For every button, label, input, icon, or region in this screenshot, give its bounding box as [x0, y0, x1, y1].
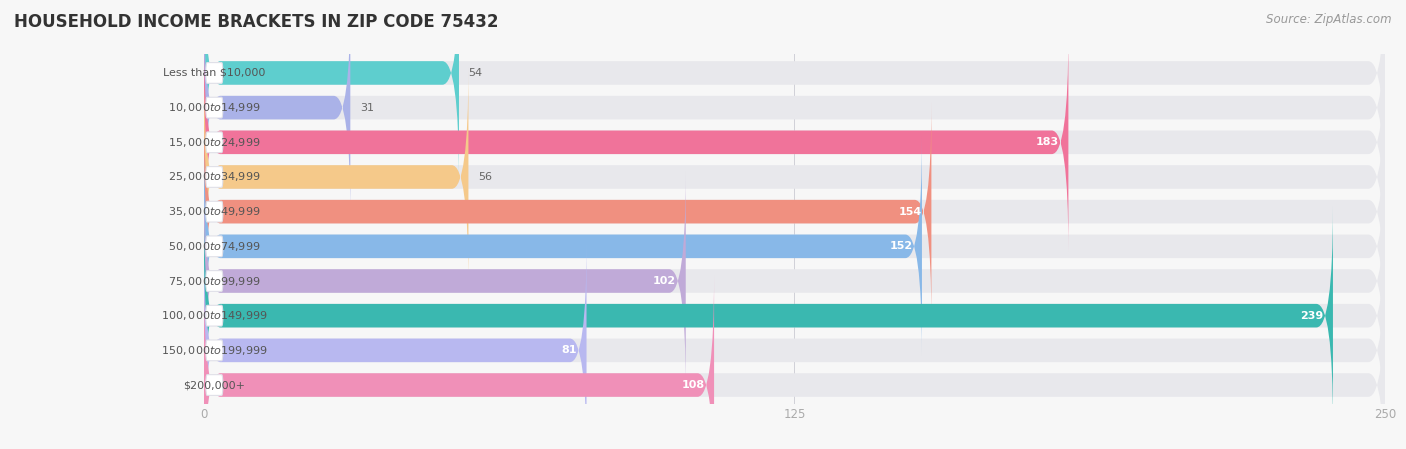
FancyBboxPatch shape: [204, 206, 1385, 425]
FancyBboxPatch shape: [204, 172, 1385, 391]
FancyBboxPatch shape: [204, 0, 1385, 217]
FancyBboxPatch shape: [204, 275, 714, 449]
FancyBboxPatch shape: [204, 102, 931, 321]
Text: HOUSEHOLD INCOME BRACKETS IN ZIP CODE 75432: HOUSEHOLD INCOME BRACKETS IN ZIP CODE 75…: [14, 13, 499, 31]
FancyBboxPatch shape: [204, 33, 1069, 252]
Text: $100,000 to $149,999: $100,000 to $149,999: [162, 309, 267, 322]
FancyBboxPatch shape: [204, 137, 922, 356]
Text: 152: 152: [890, 241, 912, 251]
FancyBboxPatch shape: [205, 271, 224, 291]
Text: $75,000 to $99,999: $75,000 to $99,999: [169, 274, 260, 287]
FancyBboxPatch shape: [204, 67, 1385, 286]
Text: $50,000 to $74,999: $50,000 to $74,999: [169, 240, 260, 253]
Text: 56: 56: [478, 172, 492, 182]
Text: $15,000 to $24,999: $15,000 to $24,999: [169, 136, 260, 149]
FancyBboxPatch shape: [205, 236, 224, 257]
FancyBboxPatch shape: [204, 0, 458, 183]
FancyBboxPatch shape: [204, 275, 1385, 449]
Text: 183: 183: [1036, 137, 1059, 147]
Text: 54: 54: [468, 68, 482, 78]
Text: 81: 81: [561, 345, 576, 355]
FancyBboxPatch shape: [204, 241, 1385, 449]
FancyBboxPatch shape: [204, 0, 350, 217]
Text: 31: 31: [360, 103, 374, 113]
FancyBboxPatch shape: [205, 374, 224, 396]
FancyBboxPatch shape: [204, 33, 1385, 252]
Text: 108: 108: [682, 380, 704, 390]
FancyBboxPatch shape: [205, 201, 224, 222]
FancyBboxPatch shape: [205, 62, 224, 84]
FancyBboxPatch shape: [204, 102, 1385, 321]
Text: $200,000+: $200,000+: [183, 380, 246, 390]
Text: $10,000 to $14,999: $10,000 to $14,999: [169, 101, 260, 114]
FancyBboxPatch shape: [205, 305, 224, 326]
FancyBboxPatch shape: [205, 132, 224, 153]
Text: 154: 154: [898, 207, 922, 217]
FancyBboxPatch shape: [204, 206, 1333, 425]
Text: $35,000 to $49,999: $35,000 to $49,999: [169, 205, 260, 218]
FancyBboxPatch shape: [205, 97, 224, 118]
FancyBboxPatch shape: [204, 241, 586, 449]
Text: $150,000 to $199,999: $150,000 to $199,999: [162, 344, 267, 357]
FancyBboxPatch shape: [205, 167, 224, 187]
FancyBboxPatch shape: [204, 0, 1385, 183]
FancyBboxPatch shape: [204, 172, 686, 391]
FancyBboxPatch shape: [204, 137, 1385, 356]
Text: 102: 102: [654, 276, 676, 286]
FancyBboxPatch shape: [205, 340, 224, 361]
Text: Less than $10,000: Less than $10,000: [163, 68, 266, 78]
FancyBboxPatch shape: [204, 67, 468, 286]
Text: 239: 239: [1301, 311, 1323, 321]
Text: $25,000 to $34,999: $25,000 to $34,999: [169, 171, 260, 184]
Text: Source: ZipAtlas.com: Source: ZipAtlas.com: [1267, 13, 1392, 26]
